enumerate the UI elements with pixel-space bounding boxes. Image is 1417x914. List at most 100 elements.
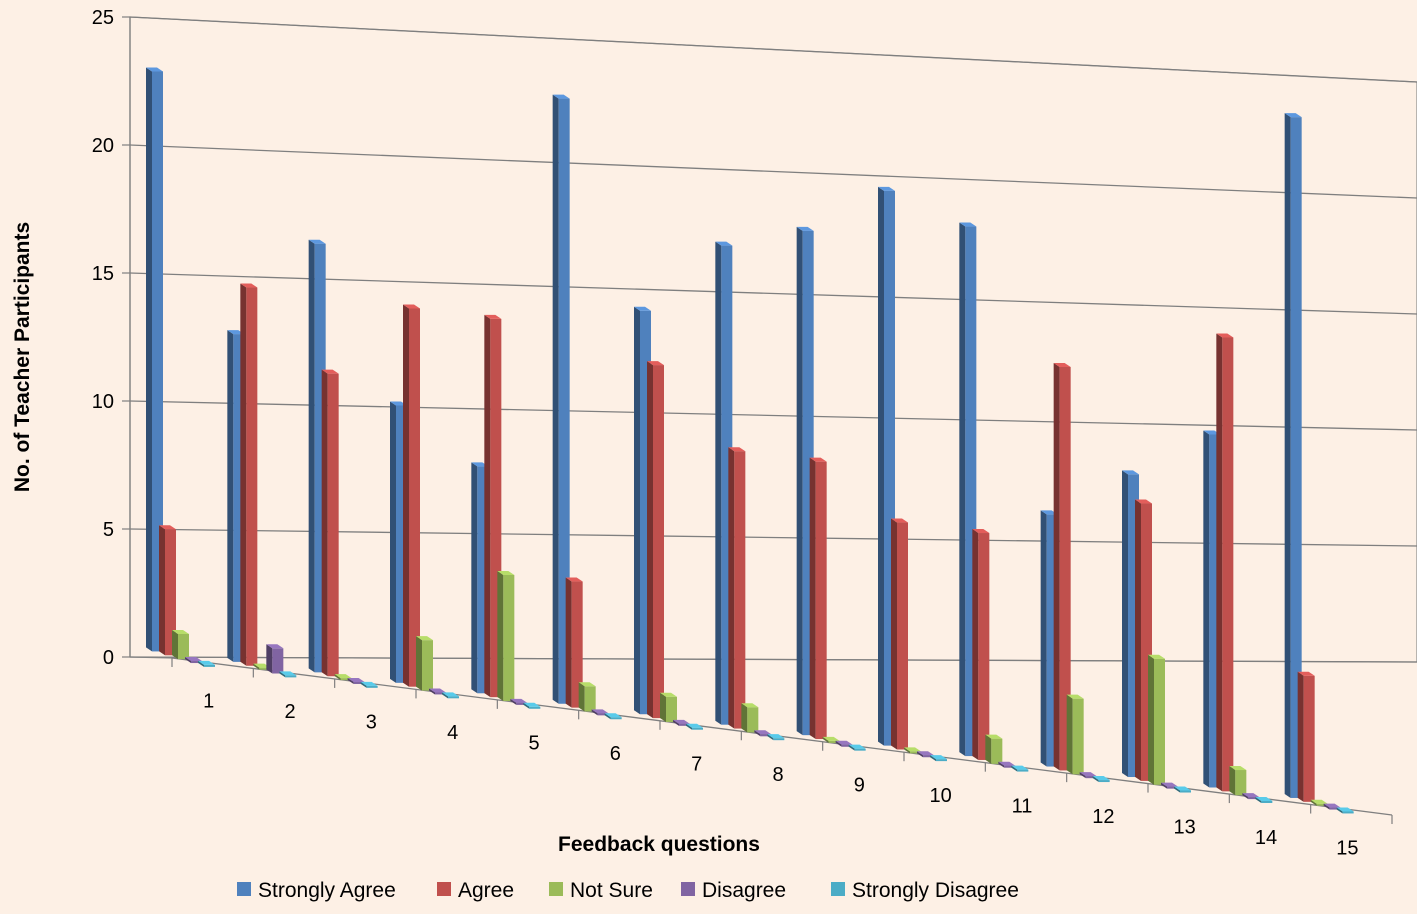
x-axis-line xyxy=(171,657,1393,816)
bar-top xyxy=(904,747,921,752)
bar-front xyxy=(734,451,746,729)
bar-top xyxy=(442,692,459,697)
bar xyxy=(1297,671,1315,802)
bar-front xyxy=(854,748,866,751)
x-tick-label: 7 xyxy=(691,754,702,776)
bar-front xyxy=(327,373,339,677)
gridline xyxy=(129,528,1417,547)
bar-front xyxy=(721,245,733,725)
legend-swatch xyxy=(437,882,451,896)
bar-top xyxy=(647,361,664,366)
bar-front xyxy=(285,675,297,678)
bar-top xyxy=(1079,772,1097,777)
legend-item: Agree xyxy=(437,879,514,902)
x-tick-label: 1 xyxy=(203,691,214,713)
bar-front xyxy=(597,713,609,716)
bar-side xyxy=(1229,766,1236,796)
bar-front xyxy=(246,287,258,666)
bar-side xyxy=(1336,807,1343,814)
bar-top xyxy=(253,663,271,668)
bar-top xyxy=(1284,113,1302,118)
bar-top xyxy=(767,734,785,739)
bar xyxy=(1122,470,1139,778)
bar-side xyxy=(240,283,247,666)
x-tick-label: 13 xyxy=(1174,816,1196,838)
bar-side xyxy=(471,462,478,694)
gridline xyxy=(129,400,1417,431)
bar-front xyxy=(692,727,703,730)
bar-top xyxy=(1053,362,1071,367)
bar-side xyxy=(1066,694,1073,775)
bar xyxy=(565,577,583,708)
bar-top xyxy=(604,713,622,718)
bar-side xyxy=(634,306,640,715)
bar-side xyxy=(1255,796,1262,803)
gridline xyxy=(129,144,1417,199)
bar-front xyxy=(1059,366,1071,771)
bar-front xyxy=(448,696,459,699)
bar-side xyxy=(809,457,816,740)
bar-side xyxy=(904,747,910,754)
bar-side xyxy=(1135,499,1141,781)
bar-side xyxy=(198,660,204,667)
bar-front xyxy=(1222,337,1234,792)
bar-top xyxy=(198,660,215,665)
bar-top xyxy=(1161,782,1178,787)
bar-top xyxy=(334,674,352,679)
bar-front xyxy=(802,230,814,736)
bar xyxy=(1216,333,1234,792)
bar-front xyxy=(1180,790,1191,793)
bar-side xyxy=(159,525,165,656)
bar-top xyxy=(523,702,541,707)
bar xyxy=(985,734,1003,764)
bar-side xyxy=(673,719,679,726)
bar-side xyxy=(552,94,559,704)
bar xyxy=(471,462,489,694)
bar xyxy=(715,241,733,725)
legend-item: Not Sure xyxy=(549,879,653,902)
bar-side xyxy=(172,629,178,660)
gridline xyxy=(129,656,1417,663)
bar-front xyxy=(1046,514,1058,767)
bar xyxy=(390,401,407,683)
y-tick-label: 10 xyxy=(92,391,114,413)
bar xyxy=(604,713,622,720)
bar-top xyxy=(1092,776,1110,781)
bar xyxy=(146,67,163,652)
bar xyxy=(686,723,703,730)
bar-front xyxy=(978,533,990,760)
bar-front xyxy=(353,681,365,684)
bar-top xyxy=(1297,671,1315,676)
bar-side xyxy=(686,723,692,730)
gridline xyxy=(129,16,1417,83)
bar-side xyxy=(578,682,585,712)
bar xyxy=(334,674,352,681)
bar xyxy=(741,703,759,733)
y-tick-label: 20 xyxy=(92,135,114,157)
bar-front xyxy=(409,308,420,687)
bar-top xyxy=(1242,793,1260,798)
bar xyxy=(416,636,433,691)
bar xyxy=(848,744,866,751)
bar-side xyxy=(360,681,367,688)
bar-front xyxy=(936,759,947,762)
bar-side xyxy=(930,755,936,762)
bar xyxy=(253,663,271,670)
bar-front xyxy=(233,334,245,662)
bar-side xyxy=(334,674,341,681)
x-tick-label: 4 xyxy=(447,722,458,744)
bar-top xyxy=(279,671,297,676)
bar-top xyxy=(822,736,840,741)
bar-front xyxy=(610,717,622,720)
bar-top xyxy=(497,570,515,575)
bar-front xyxy=(747,707,759,733)
bar-front xyxy=(435,692,446,695)
bar xyxy=(1148,654,1165,785)
bar-side xyxy=(146,67,152,652)
bar-side xyxy=(347,677,354,684)
bar xyxy=(1174,786,1191,793)
y-axis: 0 5 10 15 20 25 xyxy=(92,7,131,669)
bar-top xyxy=(1336,807,1354,812)
bar-front xyxy=(558,98,570,704)
bar xyxy=(172,629,189,660)
